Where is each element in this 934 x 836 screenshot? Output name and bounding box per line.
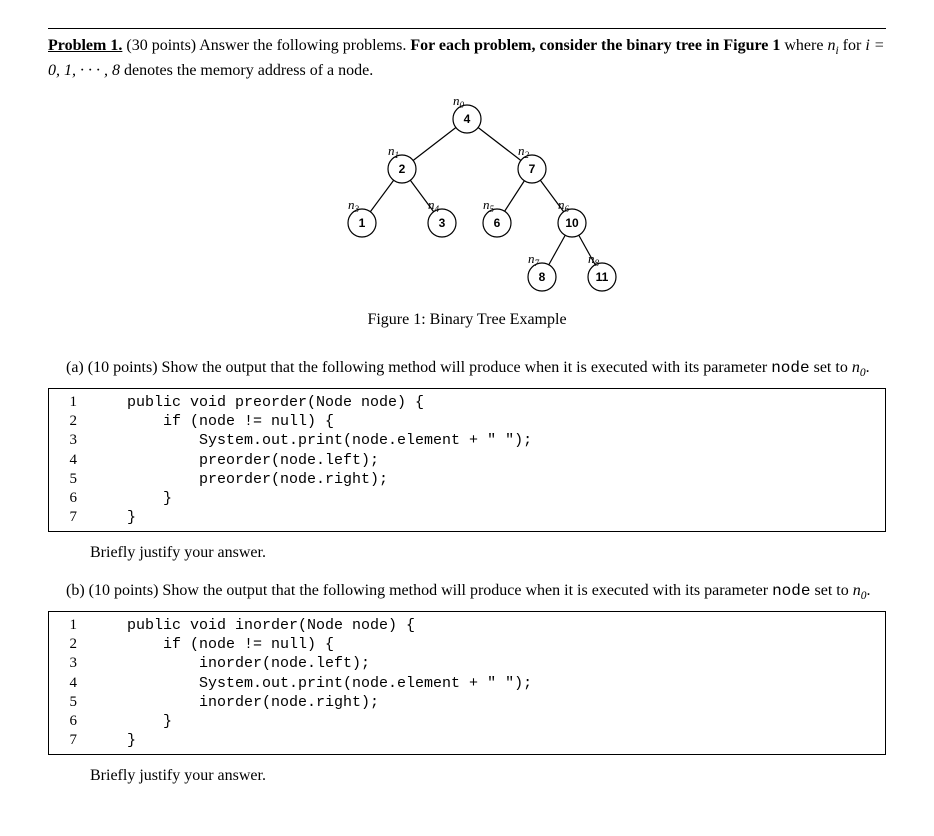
tree-edge bbox=[370, 181, 393, 213]
part-b: (b) (10 points) Show the output that the… bbox=[66, 580, 886, 605]
code-text: } bbox=[91, 508, 136, 527]
code-text: System.out.print(node.element + " "); bbox=[91, 431, 532, 450]
part-b-text-1: (10 points) Show the output that the fol… bbox=[89, 582, 772, 599]
code-line: 6 } bbox=[49, 712, 885, 731]
code-line: 4 System.out.print(node.element + " "); bbox=[49, 674, 885, 693]
tree-node-value: 3 bbox=[439, 216, 446, 230]
code-lineno: 6 bbox=[49, 712, 91, 731]
code-line: 2 if (node != null) { bbox=[49, 412, 885, 431]
code-line: 4 preorder(node.left); bbox=[49, 451, 885, 470]
part-a-text-1: (10 points) Show the output that the fol… bbox=[88, 359, 771, 376]
part-b-label: (b) bbox=[66, 582, 85, 599]
part-b-node-tt: node bbox=[772, 582, 810, 600]
code-text: } bbox=[91, 712, 172, 731]
part-a-n0-n: n bbox=[852, 359, 860, 376]
tree-node-value: 2 bbox=[399, 162, 406, 176]
code-lineno: 2 bbox=[49, 412, 91, 431]
code-lineno: 4 bbox=[49, 674, 91, 693]
tree-node-label: n7 bbox=[528, 251, 540, 268]
code-text: if (node != null) { bbox=[91, 635, 334, 654]
problem-header: Problem 1. (30 points) Answer the follow… bbox=[48, 35, 886, 81]
part-a-justify: Briefly justify your answer. bbox=[90, 544, 886, 562]
figure-caption: Figure 1: Binary Tree Example bbox=[48, 311, 886, 329]
code-text: System.out.print(node.element + " "); bbox=[91, 674, 532, 693]
code-block-a: 1 public void preorder(Node node) {2 if … bbox=[48, 388, 886, 532]
code-lineno: 4 bbox=[49, 451, 91, 470]
code-line: 7 } bbox=[49, 731, 885, 750]
code-lineno: 3 bbox=[49, 431, 91, 450]
header-points: (30 points) Answer the following problem… bbox=[126, 37, 410, 54]
tree-node-label: n8 bbox=[588, 251, 600, 268]
part-b-text-3: . bbox=[866, 582, 870, 599]
code-text: inorder(node.left); bbox=[91, 654, 370, 673]
part-b-justify: Briefly justify your answer. bbox=[90, 767, 886, 785]
code-text: inorder(node.right); bbox=[91, 693, 379, 712]
code-text: } bbox=[91, 489, 172, 508]
tree-node-value: 6 bbox=[494, 216, 501, 230]
figure-tree: 4 n0 2n1 7 n2 1 n3 3 n4 6 n5 10 n6 8 n7 11 n8 bbox=[287, 91, 647, 301]
code-text: preorder(node.left); bbox=[91, 451, 379, 470]
header-bold: For each problem, consider the binary tr… bbox=[410, 37, 780, 54]
part-a-text-3: . bbox=[866, 359, 870, 376]
tree-edge bbox=[413, 128, 456, 161]
tree-svg: 4 n0 2n1 7 n2 1 n3 3 n4 6 n5 10 n6 8 n7 11 n8 bbox=[287, 91, 647, 301]
code-lineno: 1 bbox=[49, 393, 91, 412]
part-a-label: (a) bbox=[66, 359, 84, 376]
code-lineno: 5 bbox=[49, 693, 91, 712]
page-top-rule bbox=[48, 28, 886, 29]
tree-node-label: n4 bbox=[428, 197, 440, 214]
code-line: 5 preorder(node.right); bbox=[49, 470, 885, 489]
code-line: 7 } bbox=[49, 508, 885, 527]
tree-node-label: n3 bbox=[348, 197, 360, 214]
code-lineno: 5 bbox=[49, 470, 91, 489]
tree-node-value: 11 bbox=[596, 270, 609, 284]
code-text: public void preorder(Node node) { bbox=[91, 393, 424, 412]
tree-node-label: n2 bbox=[518, 143, 530, 160]
code-line: 5 inorder(node.right); bbox=[49, 693, 885, 712]
part-a-text-2: set to bbox=[810, 359, 852, 376]
part-a-node-tt: node bbox=[771, 359, 809, 377]
code-lineno: 7 bbox=[49, 731, 91, 750]
problem-label: Problem 1. bbox=[48, 37, 122, 54]
tree-node-value: 7 bbox=[529, 162, 536, 176]
code-line: 1 public void inorder(Node node) { bbox=[49, 616, 885, 635]
header-tail-2: for bbox=[843, 37, 866, 54]
tree-node-value: 1 bbox=[359, 216, 366, 230]
tree-node-label: n0 bbox=[453, 93, 465, 110]
code-block-b: 1 public void inorder(Node node) {2 if (… bbox=[48, 611, 886, 755]
code-lineno: 7 bbox=[49, 508, 91, 527]
code-lineno: 1 bbox=[49, 616, 91, 635]
code-text: } bbox=[91, 731, 136, 750]
tree-node-value: 4 bbox=[464, 112, 471, 126]
tree-node-label: n5 bbox=[483, 197, 495, 214]
code-line: 3 System.out.print(node.element + " "); bbox=[49, 431, 885, 450]
tree-node-value: 8 bbox=[539, 270, 546, 284]
code-text: preorder(node.right); bbox=[91, 470, 388, 489]
code-lineno: 2 bbox=[49, 635, 91, 654]
code-text: public void inorder(Node node) { bbox=[91, 616, 415, 635]
part-b-text-2: set to bbox=[810, 582, 852, 599]
part-b-n0-n: n bbox=[853, 582, 861, 599]
code-text: if (node != null) { bbox=[91, 412, 334, 431]
tree-node-value: 10 bbox=[565, 216, 579, 230]
header-tail-3: denotes the memory address of a node. bbox=[124, 62, 373, 79]
tree-edge bbox=[478, 128, 521, 161]
code-line: 3 inorder(node.left); bbox=[49, 654, 885, 673]
code-lineno: 3 bbox=[49, 654, 91, 673]
ni-i: i bbox=[835, 45, 838, 57]
header-tail-1: where bbox=[784, 37, 827, 54]
code-lineno: 6 bbox=[49, 489, 91, 508]
code-line: 2 if (node != null) { bbox=[49, 635, 885, 654]
tree-node-label: n1 bbox=[388, 143, 399, 160]
tree-node-label: n6 bbox=[558, 197, 570, 214]
tree-edge bbox=[505, 181, 525, 212]
code-line: 6 } bbox=[49, 489, 885, 508]
code-line: 1 public void preorder(Node node) { bbox=[49, 393, 885, 412]
tree-edge bbox=[549, 236, 565, 266]
part-a: (a) (10 points) Show the output that the… bbox=[66, 357, 886, 382]
